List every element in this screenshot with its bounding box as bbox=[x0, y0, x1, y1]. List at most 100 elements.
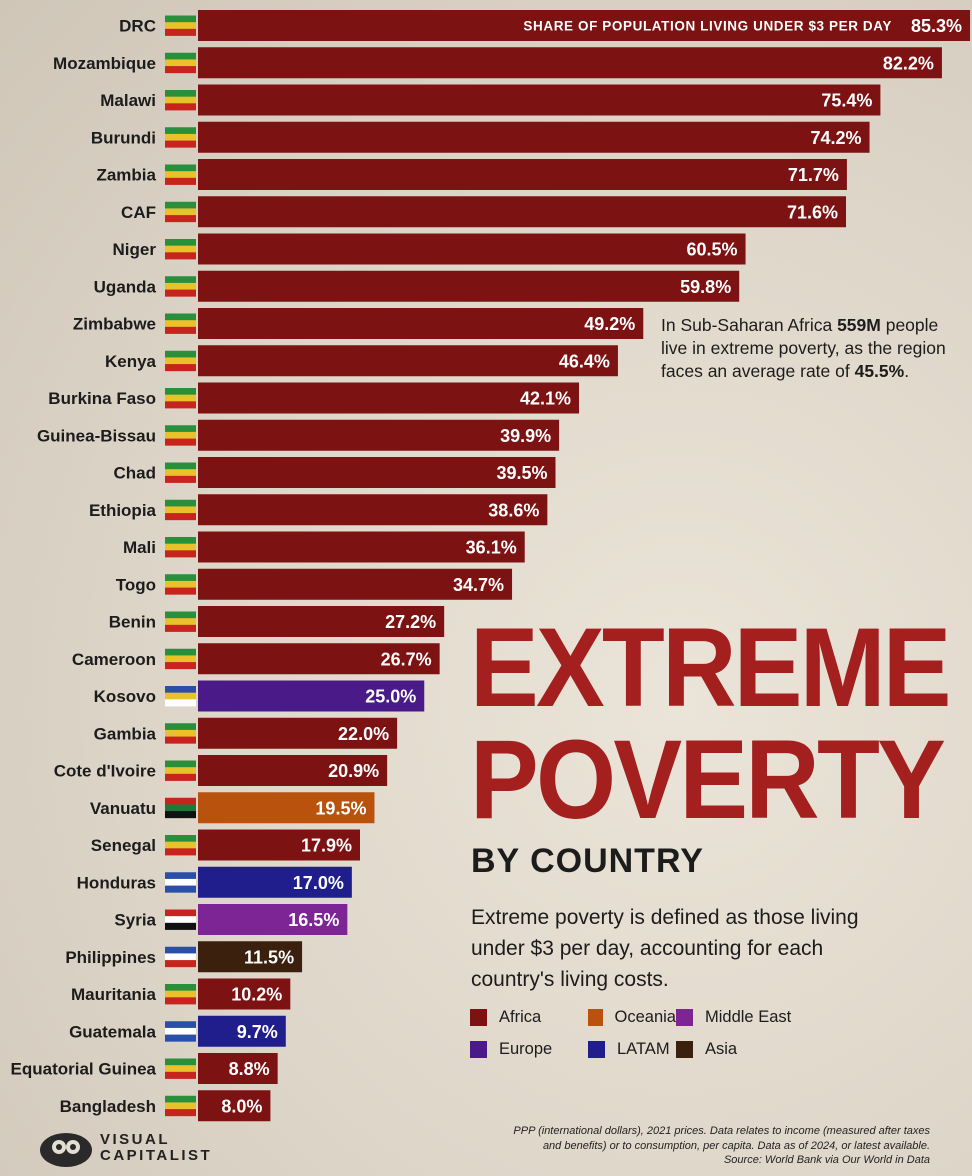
bar bbox=[198, 494, 548, 526]
value-label: 17.0% bbox=[293, 873, 344, 893]
category-label: Benin bbox=[109, 613, 156, 632]
value-label: 82.2% bbox=[883, 53, 934, 73]
logo-line-2: CAPITALIST bbox=[100, 1147, 213, 1164]
annotation-people: 559M bbox=[837, 315, 881, 335]
flag-icon bbox=[165, 835, 196, 856]
bar bbox=[198, 643, 440, 675]
value-label: 22.0% bbox=[338, 724, 389, 744]
bar bbox=[198, 84, 881, 116]
flag-icon bbox=[165, 350, 196, 372]
bar bbox=[198, 978, 291, 1010]
legend-item-asia: Asia bbox=[676, 1040, 806, 1058]
value-label: 36.1% bbox=[466, 538, 517, 558]
legend-item-oceania: Oceania bbox=[588, 1008, 676, 1026]
bar bbox=[198, 382, 580, 414]
value-label: 39.9% bbox=[500, 426, 551, 446]
legend-label: Oceania bbox=[614, 1007, 676, 1026]
category-label: Guinea-Bissau bbox=[37, 426, 156, 445]
description: Extreme poverty is defined as those livi… bbox=[471, 906, 859, 991]
bar bbox=[198, 904, 348, 935]
legend-swatch bbox=[676, 1008, 693, 1026]
category-label: Togo bbox=[116, 575, 156, 594]
category-label: Cameroon bbox=[72, 650, 156, 669]
value-label: 46.4% bbox=[559, 351, 610, 371]
category-label: Cote d'Ivoire bbox=[54, 762, 156, 781]
flag-icon bbox=[165, 239, 196, 260]
bar bbox=[198, 121, 870, 153]
flag-icon bbox=[165, 90, 196, 111]
value-label: 71.6% bbox=[787, 202, 838, 222]
flag-icon bbox=[165, 1095, 196, 1117]
legend-swatch bbox=[588, 1008, 603, 1026]
flag-icon bbox=[165, 797, 196, 819]
value-label: 71.7% bbox=[788, 165, 839, 185]
flag-icon bbox=[165, 760, 196, 781]
value-label: 49.2% bbox=[584, 314, 635, 334]
category-label: Mali bbox=[123, 538, 156, 557]
bar bbox=[198, 233, 746, 265]
annotation-rate: 45.5% bbox=[854, 361, 905, 381]
value-label: 8.0% bbox=[221, 1096, 262, 1116]
flag-icon bbox=[165, 1058, 196, 1079]
bar bbox=[198, 829, 361, 861]
value-label: 42.1% bbox=[520, 389, 571, 409]
bar bbox=[198, 1053, 278, 1084]
legend-swatch bbox=[676, 1040, 693, 1058]
value-label: 85.3% bbox=[911, 16, 962, 36]
flag-icon bbox=[165, 574, 196, 595]
footnote-line: PPP (international dollars), 2021 prices… bbox=[513, 1125, 930, 1137]
category-label: Honduras bbox=[77, 873, 156, 892]
bar bbox=[198, 345, 618, 377]
category-label: Kenya bbox=[105, 352, 157, 371]
annotation-prefix: In Sub-Saharan Africa bbox=[661, 315, 838, 335]
value-label: 26.7% bbox=[381, 649, 432, 669]
flag-icon bbox=[165, 276, 196, 297]
logo-icon bbox=[40, 1133, 92, 1167]
category-label: Zambia bbox=[96, 166, 156, 185]
annotation-suffix: . bbox=[904, 361, 910, 381]
bar bbox=[198, 457, 556, 488]
category-label: Vanuatu bbox=[90, 799, 156, 818]
bar bbox=[198, 308, 644, 339]
legend-label: LATAM bbox=[617, 1039, 670, 1058]
flag-icon bbox=[165, 872, 196, 893]
bar bbox=[198, 866, 352, 898]
legend-item-africa: Africa bbox=[470, 1008, 588, 1026]
category-label: Equatorial Guinea bbox=[11, 1060, 157, 1079]
category-label: Burkina Faso bbox=[48, 389, 156, 408]
category-label: Bangladesh bbox=[60, 1097, 156, 1116]
value-label: 8.8% bbox=[229, 1059, 270, 1079]
category-label: Gambia bbox=[94, 724, 157, 743]
value-label: 16.5% bbox=[288, 910, 339, 930]
bar bbox=[198, 1015, 286, 1047]
legend-swatch bbox=[470, 1040, 487, 1058]
legend-label: Europe bbox=[499, 1039, 553, 1058]
bar bbox=[198, 159, 847, 190]
value-axis-header: SHARE OF POPULATION LIVING UNDER $3 PER … bbox=[523, 19, 892, 34]
footnote-line: and benefits) or to consumption, per cap… bbox=[542, 1139, 930, 1152]
bar bbox=[198, 941, 303, 973]
flag-icon bbox=[165, 462, 196, 483]
value-label: 19.5% bbox=[315, 798, 366, 818]
bar bbox=[198, 10, 970, 41]
category-label: Chad bbox=[114, 464, 157, 483]
value-label: 10.2% bbox=[231, 985, 282, 1005]
value-label: 20.9% bbox=[328, 761, 379, 781]
value-label: 60.5% bbox=[687, 240, 738, 260]
flag-icon bbox=[165, 984, 196, 1005]
category-label: Zimbabwe bbox=[73, 315, 156, 334]
category-label: Niger bbox=[113, 240, 157, 259]
annotation-middle: people live in extreme poverty, as the r… bbox=[661, 315, 946, 381]
flag-icon bbox=[165, 313, 196, 334]
flag-icon bbox=[165, 648, 196, 670]
category-label: Ethiopia bbox=[89, 501, 157, 520]
bar bbox=[198, 196, 847, 228]
value-label: 59.8% bbox=[680, 277, 731, 297]
value-label: 75.4% bbox=[821, 91, 872, 111]
bar bbox=[198, 717, 398, 749]
category-label: Mauritania bbox=[71, 985, 157, 1004]
value-label: 11.5% bbox=[244, 947, 294, 967]
flag-icon bbox=[165, 201, 196, 223]
logo: VISUAL CAPITALIST bbox=[38, 1128, 212, 1168]
